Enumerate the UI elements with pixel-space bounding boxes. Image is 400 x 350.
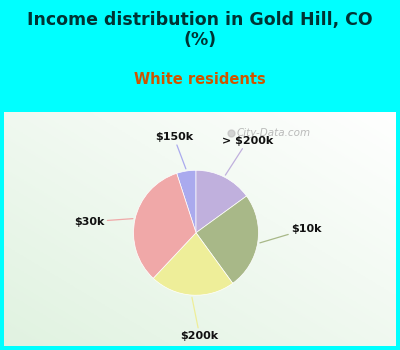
Text: $10k: $10k: [260, 224, 322, 243]
Wedge shape: [177, 170, 196, 233]
Text: City-Data.com: City-Data.com: [236, 128, 310, 138]
Wedge shape: [153, 233, 233, 295]
Text: $200k: $200k: [181, 297, 219, 341]
Text: $30k: $30k: [74, 217, 133, 227]
Text: $150k: $150k: [155, 132, 193, 169]
Text: White residents: White residents: [134, 72, 266, 87]
Text: > $200k: > $200k: [222, 136, 273, 175]
Wedge shape: [196, 196, 258, 283]
Wedge shape: [196, 170, 246, 233]
Text: Income distribution in Gold Hill, CO
(%): Income distribution in Gold Hill, CO (%): [27, 10, 373, 49]
Wedge shape: [134, 173, 196, 278]
